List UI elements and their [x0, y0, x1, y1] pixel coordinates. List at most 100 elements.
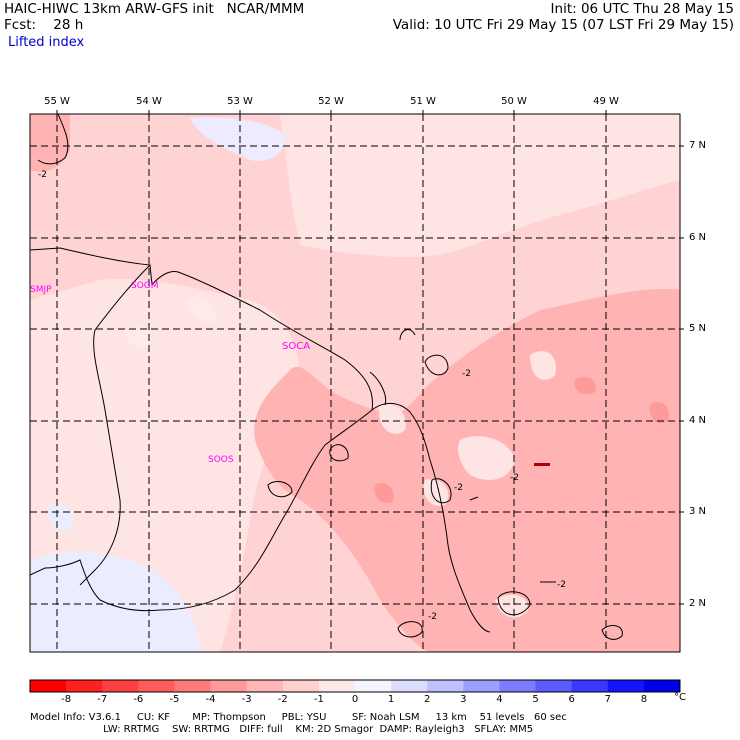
field-faint-blue-spot [48, 504, 74, 531]
field-dark-1 [649, 402, 669, 424]
lat-label: 6 N [689, 232, 707, 243]
colorbar-tick-label: 8 [640, 694, 648, 705]
coastline [30, 247, 374, 411]
colorbar-tick-label: -4 [205, 694, 216, 705]
colorbar-swatch [102, 680, 139, 692]
frame-ticks [56, 110, 684, 605]
colorbar-tick-label: 7 [604, 694, 611, 705]
station-soca: SOCA [282, 341, 310, 352]
colorbar-unit: °C [674, 692, 686, 703]
lon-label: 52 W [318, 96, 344, 107]
field-faint-blue-north [190, 117, 286, 161]
border-guyana-suriname [79, 264, 151, 586]
colorbar-swatch [463, 680, 500, 692]
field-dark-4 [534, 463, 550, 466]
colorbar-swatch [30, 680, 67, 692]
colorbar-swatch [318, 680, 356, 692]
field-spot-5 [495, 594, 529, 618]
field-spot-6 [125, 325, 151, 348]
lat-label: 7 N [689, 140, 707, 151]
colorbar-swatch [138, 680, 175, 692]
colorbar-tick-label: 5 [532, 694, 539, 705]
field-name: Lifted index [8, 35, 85, 50]
field-spot-7 [185, 296, 216, 324]
field-spot-1 [458, 436, 515, 480]
contour-label: -2 [428, 612, 437, 622]
station-soos: SOOS [208, 455, 234, 465]
colorbar-tick-label: -3 [241, 694, 252, 705]
contour-minor [399, 329, 416, 341]
colorbar-frame [29, 679, 681, 693]
field-spot-3 [423, 479, 449, 506]
contour-loop-5 [267, 481, 293, 498]
colorbar-tick-label: 0 [351, 694, 359, 705]
field-spot-2 [530, 351, 556, 380]
contour-segment-2 [469, 496, 479, 501]
graticule [30, 114, 680, 652]
station-sogm: SOGM [131, 281, 159, 291]
colorbar-swatch [174, 680, 212, 692]
lon-label: 53 W [227, 96, 253, 107]
lat-label: 2 N [689, 598, 707, 609]
colorbar-tick-label: -6 [133, 694, 144, 705]
field-dark-3 [374, 482, 394, 504]
field-spot-4 [379, 404, 406, 434]
contour-loop-3 [397, 621, 423, 638]
map-field [30, 114, 680, 652]
colorbar-tick-label: 1 [387, 694, 395, 705]
contour-label: -2 [557, 580, 566, 590]
field-pink-northwest [30, 114, 70, 172]
lat-label: 4 N [689, 415, 707, 426]
colorbar-tick-label: 6 [568, 694, 575, 705]
colorbar-swatch [210, 680, 248, 692]
valid-time: Valid: 10 UTC Fri 29 May 15 (07 LST Fri … [392, 17, 734, 33]
colorbar-swatch [499, 680, 537, 692]
colorbar-tick-label: -2 [277, 694, 288, 705]
lon-label: 51 W [410, 96, 436, 107]
colorbar-swatch [427, 680, 464, 692]
field-faint-blue-south [30, 551, 200, 652]
field-pale-north [280, 114, 680, 257]
colorbar-tick-label: 2 [424, 694, 431, 705]
coast-detail [369, 371, 387, 406]
colorbar-swatch [246, 680, 284, 692]
colorbar-tick-label: 4 [496, 694, 503, 705]
colorbar-tick-label: -5 [169, 694, 180, 705]
contour-loop-2 [497, 591, 531, 616]
lon-label: 49 W [593, 96, 619, 107]
lat-label: 3 N [689, 506, 707, 517]
forecast-hour: Fcst: 28 h [4, 17, 84, 33]
model-title: HAIC-HIWC 13km ARW-GFS init NCAR/MMM [4, 1, 305, 17]
colorbar-swatch [535, 680, 573, 692]
colorbar-tick-label: -7 [97, 694, 108, 705]
init-time: Init: 06 UTC Thu 28 May 15 [550, 1, 734, 17]
footer-physics: LW: RRTMG SW: RRTMG DIFF: full KM: 2D Sm… [30, 724, 534, 735]
colorbar-tick-label: 3 [460, 694, 467, 705]
station-smjp: SMJP [30, 285, 52, 295]
contour-loop-6 [37, 114, 69, 165]
colorbar-swatch [66, 680, 103, 692]
lon-label: 50 W [501, 96, 527, 107]
colorbar-swatch [571, 680, 609, 692]
contour-label: -2 [462, 369, 471, 379]
map-frame [29, 113, 681, 653]
colorbar-tick-label: -8 [61, 694, 72, 705]
lon-label: 55 W [44, 96, 70, 107]
contour-labels: -2 -2 -2 -2 -2 -2 [38, 170, 566, 622]
contour-loop-7 [430, 478, 452, 504]
contour-loop-1 [424, 354, 449, 376]
colorbar-swatch [391, 680, 428, 692]
colorbar-swatch [643, 680, 681, 692]
footer-model-info: Model Info: V3.6.1 CU: KF MP: Thompson P… [30, 712, 567, 723]
contour-label: -2 [510, 473, 519, 483]
colorbar-swatch [607, 680, 645, 692]
colorbar-swatch [355, 680, 392, 692]
colorbar [29, 679, 681, 693]
border-south [30, 409, 373, 612]
colorbar-swatch [282, 680, 320, 692]
lat-label: 5 N [689, 323, 707, 334]
border-french-guiana-brazil [371, 403, 491, 633]
contour-label: -2 [454, 483, 463, 493]
lon-label: 54 W [136, 96, 162, 107]
